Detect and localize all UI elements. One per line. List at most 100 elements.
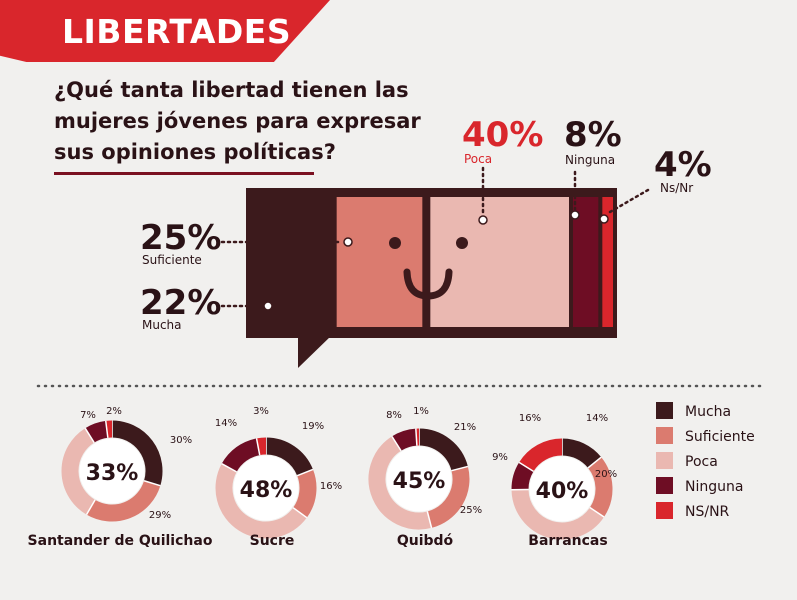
donut-3-center-label: 40% (536, 479, 589, 504)
donut-0-center-label: 33% (86, 461, 139, 486)
donut-2-separator-4 (415, 428, 418, 446)
bar-label-ninguna: 8% (564, 115, 622, 155)
donut-0-separator-1 (143, 480, 161, 487)
speech-bubble-tail (298, 335, 332, 368)
donut-3-separator-1 (587, 456, 602, 469)
donut-0-label-3: 7% (80, 410, 96, 421)
donut-2-separator-2 (426, 511, 433, 529)
donut-1-slice-poca (215, 463, 307, 539)
donut-1-label-3: 14% (215, 418, 237, 429)
donut-2-city: Quibdó (397, 533, 454, 549)
donut-1-separator-1 (296, 468, 314, 477)
legend-label-3: Ninguna (685, 479, 743, 495)
donut-1-label-1: 16% (320, 481, 342, 492)
legend-label-2: Poca (685, 454, 718, 470)
legend-label-4: NS/NR (685, 504, 730, 520)
donut-2-center-label: 45% (393, 469, 446, 494)
donut-0-slice-mucha (111, 420, 163, 486)
legend-label-1: Suficiente (685, 429, 755, 445)
bar-name-mucha: Mucha (142, 318, 182, 332)
donut-3-slice-mucha (561, 438, 602, 469)
donut-2-hole (386, 446, 452, 512)
legend-swatch-3 (656, 477, 673, 494)
smiley-eye-right (456, 237, 468, 249)
donut-1-slice-mucha (265, 437, 313, 477)
donut-2-slice-ninguna (391, 428, 418, 451)
donut-1-slice-ninguna (221, 438, 261, 473)
donut-3-slice-suficiente (587, 457, 613, 517)
donut-3-hole (529, 456, 595, 522)
donut-1-separator-2 (292, 507, 308, 519)
legend-label-0: Mucha (685, 404, 731, 420)
legend-swatch-1 (656, 427, 673, 444)
callout-dot-nsnr (599, 214, 609, 224)
question-underline (54, 172, 314, 175)
donut-2-label-1: 25% (460, 505, 482, 516)
donut-0-city: Santander de Quilichao (28, 533, 213, 549)
callout-line-nsnr (608, 188, 650, 214)
donut-0-label-4: 2% (106, 406, 122, 417)
bar-name-nsnr: Ns/Nr (660, 181, 693, 195)
donut-1-hole (233, 455, 299, 521)
callout-dot-mucha (263, 301, 273, 311)
donut-2-slice-suficiente (426, 466, 470, 528)
donut-1-city: Sucre (250, 533, 295, 549)
question-line-2: mujeres jóvenes para expresar (54, 109, 421, 133)
question-text: ¿Qué tanta libertad tienen las mujeres j… (54, 75, 434, 168)
smiley-mouth (403, 268, 453, 300)
donut-2-label-3: 8% (386, 410, 402, 421)
donut-3-slice-poca (511, 489, 605, 540)
donut-3-separator-4 (518, 461, 534, 472)
donut-0-slice-suficiente (86, 480, 161, 522)
donut-3-label-3: 9% (492, 452, 508, 463)
donut-0-hole (79, 438, 145, 504)
bar-label-suficiente: 25% (140, 218, 221, 258)
callout-dot-ninguna (570, 210, 580, 220)
donut-1-slice-nsnr (256, 437, 267, 456)
donut-2-label-0: 21% (454, 422, 476, 433)
donut-0-separator-2 (85, 499, 96, 515)
callout-dot-suficiente (343, 237, 353, 247)
legend-swatch-0 (656, 402, 673, 419)
donut-0-separator-3 (84, 427, 95, 444)
donut-1-center-label: 48% (240, 478, 293, 503)
donut-1-separator-4 (255, 438, 261, 456)
bar-name-poca: Poca (464, 152, 492, 166)
bar-segment-suficiente (336, 197, 423, 327)
donut-2-separator-1 (451, 465, 469, 472)
question-line-3: sus opiniones políticas? (54, 140, 336, 164)
donut-3-city: Barrancas (528, 533, 607, 549)
smiley-eye-left (389, 237, 401, 249)
bar-label-nsnr: 4% (654, 145, 712, 185)
donut-0-slice-ninguna (85, 420, 109, 443)
question-line-1: ¿Qué tanta libertad tienen las (54, 78, 409, 102)
donut-2-slice-poca (368, 436, 432, 530)
bar-name-ninguna: Ninguna (565, 153, 615, 167)
header-banner (0, 0, 330, 62)
bar-label-poca: 40% (462, 115, 543, 155)
bar-name-suficiente: Suficiente (142, 253, 202, 267)
legend-swatch-4 (656, 502, 673, 519)
donut-1-label-0: 19% (302, 421, 324, 432)
bar-segment-poca (430, 197, 569, 327)
donut-1-label-4: 3% (253, 406, 269, 417)
banner-title: LIBERTADES (62, 12, 292, 51)
donut-0-label-0: 30% (170, 435, 192, 446)
donut-2-separator-3 (391, 435, 402, 452)
bar-label-mucha: 22% (140, 283, 221, 323)
donut-0-label-1: 29% (149, 510, 171, 521)
donut-3-label-0: 14% (586, 413, 608, 424)
donut-3-slice-ninguna (511, 462, 534, 490)
bar-segment-nsnr (602, 197, 613, 327)
callout-dot-poca (478, 215, 488, 225)
donut-3-label-1: 20% (595, 469, 617, 480)
donut-0-separator-4 (104, 420, 109, 438)
donut-1-slice-suficiente (292, 469, 317, 518)
legend-swatch-2 (656, 452, 673, 469)
donut-3-separator-2 (589, 506, 605, 518)
donut-2-slice-mucha (418, 428, 468, 472)
donut-0-slice-poca (61, 428, 96, 515)
donut-3-slice-nsnr (519, 438, 563, 472)
donut-3-label-4: 16% (519, 413, 541, 424)
